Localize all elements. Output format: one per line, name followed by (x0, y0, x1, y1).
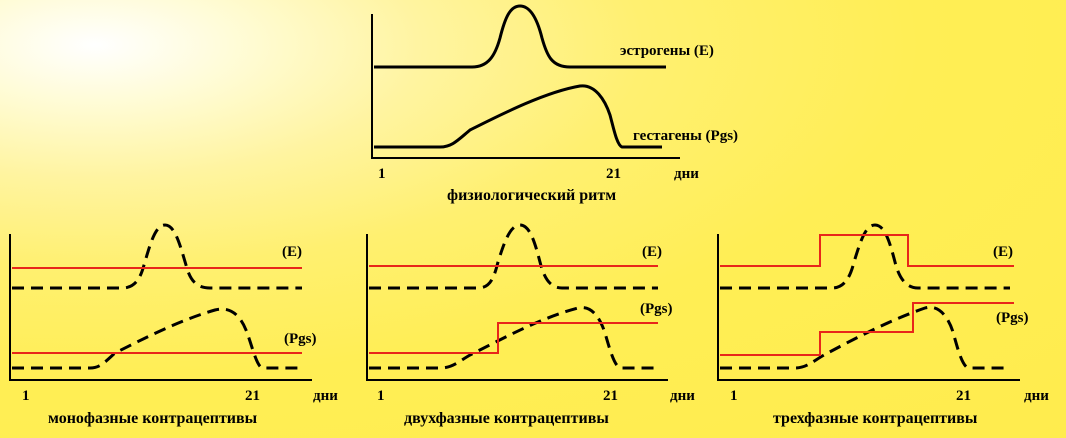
top-axes (371, 14, 680, 159)
top-gestagen-curve (374, 84, 662, 149)
top-caption: физиологический ритм (447, 187, 616, 204)
top-panel: эстрогены (E) гестагены (Pgs) 1 21 дни ф… (371, 4, 738, 204)
panel1-tick-start: 1 (22, 388, 30, 404)
panel1-estrogen-curve (12, 223, 302, 290)
panel2-estrogen-label: (E) (642, 244, 662, 260)
panel-monophasic: (E) (Pgs) 1 21 дни монофазные контрацепт… (9, 223, 338, 427)
panel3-unit-label: дни (1024, 388, 1049, 404)
panel2-gestagen-dose (369, 322, 658, 354)
panel3-tick-end: 21 (956, 388, 971, 404)
panel3-axes (717, 234, 1020, 381)
panel2-estrogen-curve (369, 223, 658, 290)
top-unit-label: дни (674, 166, 699, 182)
panel1-gestagen-curve (12, 307, 300, 370)
panel2-gestagen-curve (369, 306, 656, 370)
panel1-axes (9, 234, 312, 381)
top-estrogen-curve (374, 4, 666, 69)
panel3-gestagen-label: (Pgs) (996, 310, 1029, 326)
panel1-gestagen-label: (Pgs) (284, 331, 317, 347)
panel3-estrogen-curve (720, 223, 1010, 290)
top-estrogen-label: эстрогены (E) (620, 43, 714, 59)
panel2-gestagen-label: (Pgs) (640, 301, 673, 317)
panel2-axes (366, 234, 668, 381)
panel1-estrogen-label: (E) (282, 244, 302, 260)
panel2-unit-label: дни (670, 388, 695, 404)
panel3-estrogen-label: (E) (993, 244, 1013, 260)
panel2-tick-start: 1 (377, 388, 385, 404)
top-gestagen-label: гестагены (Pgs) (633, 128, 738, 144)
panel3-gestagen-curve (720, 305, 1008, 370)
panel2-caption: двухфазные контрацептивы (404, 410, 609, 427)
panel1-unit-label: дни (313, 388, 338, 404)
panel3-caption: трехфазные контрацептивы (773, 410, 978, 427)
panel3-tick-start: 1 (730, 388, 738, 404)
panel3-gestagen-dose (720, 302, 1014, 356)
panel-biphasic: (E) (Pgs) 1 21 дни двухфазные контрацепт… (366, 223, 695, 427)
panel1-tick-end: 21 (245, 388, 260, 404)
panel-triphasic: (E) (Pgs) 1 21 дни трехфазные контрацепт… (717, 223, 1049, 427)
panel1-caption: монофазные контрацептивы (48, 410, 258, 427)
panel2-tick-end: 21 (603, 388, 618, 404)
panel3-estrogen-dose (720, 234, 1014, 267)
top-tick-start: 1 (378, 166, 386, 182)
top-tick-end: 21 (606, 166, 621, 182)
